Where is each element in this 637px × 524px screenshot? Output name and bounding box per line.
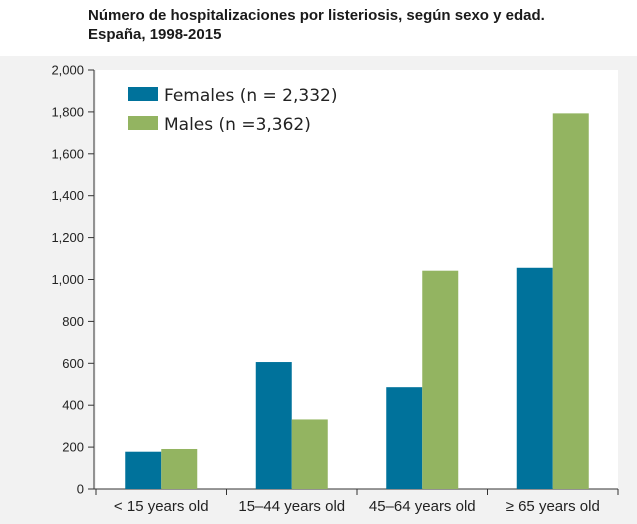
y-tick-label: 0	[77, 482, 84, 497]
y-tick-label: 1,200	[51, 230, 84, 245]
y-tick-label: 2,000	[51, 63, 84, 78]
legend-label-females: Females (n = 2,332)	[164, 86, 338, 106]
bar-males-1	[161, 448, 198, 489]
legend-swatch-males	[128, 116, 158, 130]
bar-males-2	[291, 419, 328, 489]
bar-females-4	[516, 267, 553, 489]
chart-title: Número de hospitalizaciones por listerio…	[88, 6, 628, 44]
y-tick-label: 600	[62, 356, 84, 371]
chart-title-line-2: España, 1998-2015	[88, 26, 222, 43]
y-axis: 0 200 400 600 800 1,000 1,200 1,400 1,600 1,800 2,…	[51, 63, 95, 497]
bar-females-3	[386, 387, 423, 489]
legend: Females (n = 2,332) Males (n =3,362)	[128, 86, 338, 135]
x-tick-label: < 15 years old	[114, 498, 209, 515]
y-tick-label: 200	[62, 440, 84, 455]
y-tick-label: 1,000	[51, 272, 84, 287]
chart-title-line-1: Número de hospitalizaciones por listerio…	[88, 7, 545, 24]
bar-females-2	[255, 362, 292, 489]
x-tick-label: 15–44 years old	[238, 498, 345, 515]
legend-label-males: Males (n =3,362)	[164, 115, 311, 135]
x-axis: < 15 years old 15–44 years old 45–64 years…	[94, 488, 619, 515]
y-tick-label: 1,800	[51, 104, 84, 119]
y-tick-label: 1,400	[51, 188, 84, 203]
legend-swatch-females	[128, 87, 158, 101]
y-tick-label: 1,600	[51, 146, 84, 161]
bar-females-1	[125, 451, 162, 489]
x-tick-label: 45–64 years old	[369, 498, 476, 515]
bars	[125, 113, 589, 489]
bar-males-3	[422, 270, 459, 489]
bar-males-4	[552, 113, 589, 489]
y-tick-label: 400	[62, 398, 84, 413]
y-tick-label: 800	[62, 314, 84, 329]
x-tick-label: ≥ 65 years old	[506, 498, 600, 515]
